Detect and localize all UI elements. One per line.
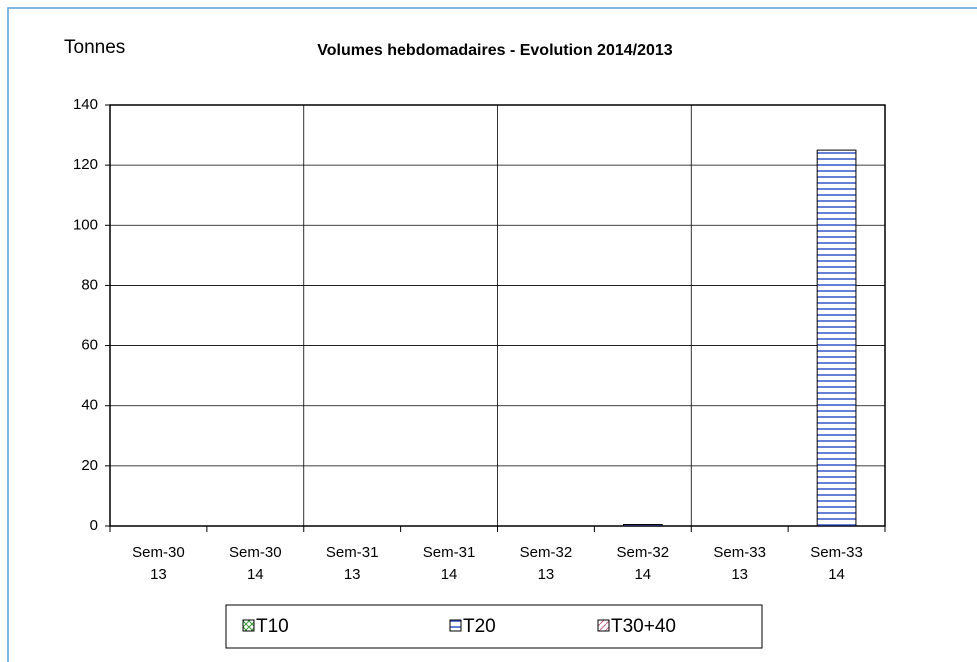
chart-title: Volumes hebdomadaires - Evolution 2014/2… bbox=[317, 42, 672, 59]
y-tick-label: 0 bbox=[90, 517, 98, 534]
x-tick-label: Sem-30 14 bbox=[229, 544, 282, 583]
x-tick-label: Sem-33 13 bbox=[713, 544, 766, 583]
bar-segment bbox=[622, 523, 663, 527]
x-tick-label: Sem-32 13 bbox=[519, 544, 573, 583]
legend-label: T30+40 bbox=[611, 616, 676, 637]
x-tick-label: Sem-31 14 bbox=[422, 544, 476, 583]
y-tick-label: 60 bbox=[81, 337, 98, 354]
legend-box bbox=[225, 604, 763, 649]
y-tick-label: 80 bbox=[81, 276, 98, 293]
y-tick-label: 120 bbox=[73, 156, 98, 173]
legend-label: T20 bbox=[463, 616, 496, 637]
legend-swatch bbox=[449, 619, 462, 632]
y-tick-label: 100 bbox=[73, 216, 98, 233]
legend-swatch bbox=[242, 619, 255, 632]
bar-segment bbox=[816, 149, 857, 527]
plot-area bbox=[109, 104, 886, 527]
y-tick-label: 140 bbox=[73, 96, 98, 113]
legend-swatch bbox=[597, 619, 610, 632]
y-axis-label: Tonnes bbox=[64, 37, 125, 58]
frame bbox=[7, 7, 977, 662]
y-tick-label: 40 bbox=[81, 397, 98, 414]
legend-label: T10 bbox=[256, 616, 289, 637]
x-tick-label: Sem-33 14 bbox=[810, 544, 863, 583]
x-tick-label: Sem-32 14 bbox=[616, 544, 670, 583]
y-tick-label: 20 bbox=[81, 457, 98, 474]
x-tick-label: Sem-31 13 bbox=[325, 544, 379, 583]
x-tick-label: Sem-30 13 bbox=[132, 544, 185, 583]
